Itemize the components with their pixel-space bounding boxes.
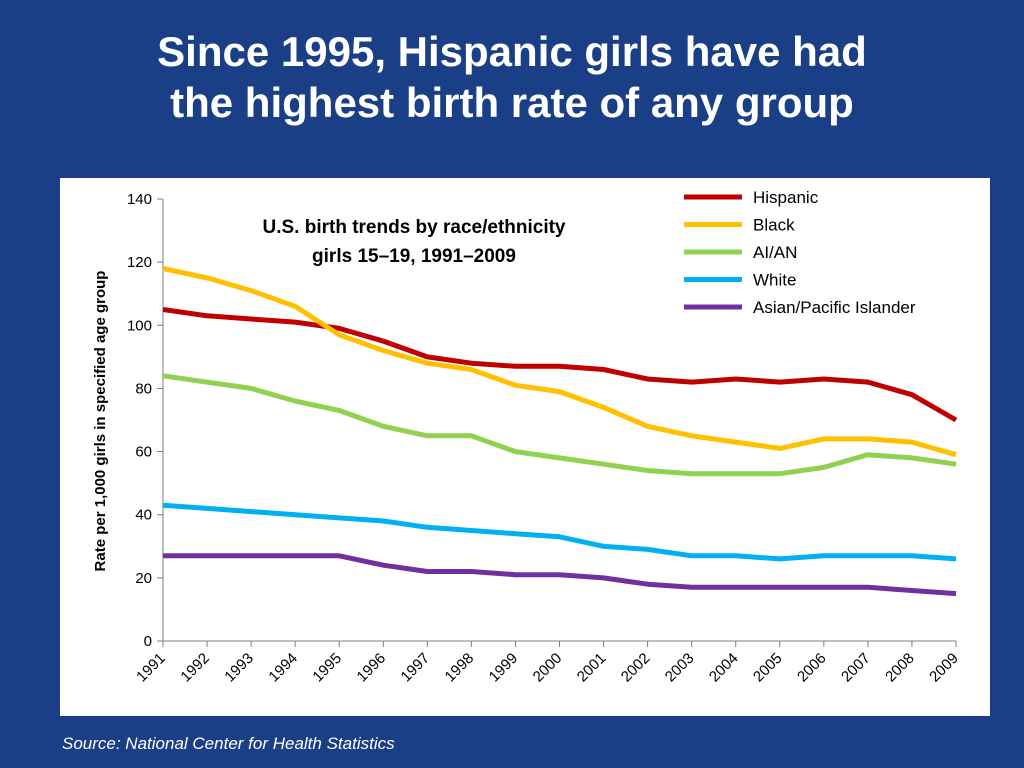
y-tick-label: 0 xyxy=(144,633,152,650)
x-tick-label: 2008 xyxy=(882,650,918,686)
x-tick-label: 1991 xyxy=(133,650,169,686)
x-tick-label: 2009 xyxy=(926,650,962,686)
legend-label-white: White xyxy=(753,271,796,290)
legend-label-asian-pacific-islander: Asian/Pacific Islander xyxy=(753,298,916,317)
chart-title-line-2: girls 15–19, 1991–2009 xyxy=(312,246,516,267)
x-tick-label: 2005 xyxy=(750,650,786,686)
legend-label-black: Black xyxy=(753,216,795,235)
slide-title-line-1: Since 1995, Hispanic girls have had xyxy=(157,28,867,75)
x-tick-label: 1994 xyxy=(265,650,301,686)
x-tick-label: 1996 xyxy=(353,650,389,686)
y-tick-label: 100 xyxy=(127,317,152,334)
x-tick-label: 2004 xyxy=(706,650,742,686)
legend: Hispanic Black AI/AN White Asian/Pacific Isl… xyxy=(684,188,916,317)
legend-label-ai-an: AI/AN xyxy=(753,243,797,262)
chart-title-line-1: U.S. birth trends by race/ethnicity xyxy=(262,217,565,238)
series-line-ai-an xyxy=(162,373,957,477)
y-tick-label: 40 xyxy=(135,507,152,524)
x-tick-label: 1999 xyxy=(486,650,522,686)
x-tick-label: 1992 xyxy=(177,650,213,686)
x-tick-label: 2002 xyxy=(618,650,654,686)
y-tick-label: 140 xyxy=(127,191,152,208)
x-tick-label: 2006 xyxy=(794,650,830,686)
series-line-hispanic xyxy=(162,307,958,423)
chart-panel: 0 20 40 60 80 100 120 140 1991 1992 1993 1994 1995 1… xyxy=(60,178,990,716)
y-tick-label: 80 xyxy=(135,380,152,397)
x-tick-label: 2003 xyxy=(662,650,698,686)
series-line-black xyxy=(162,266,957,458)
x-tick-label: 2001 xyxy=(574,650,610,686)
y-tick-label: 120 xyxy=(127,254,152,271)
x-tick-label: 1998 xyxy=(442,650,478,686)
y-axis-title: Rate per 1,000 girls in specified age gr… xyxy=(92,271,109,572)
x-tick-label: 2007 xyxy=(838,650,874,686)
y-axis-ticks: 0 20 40 60 80 100 120 140 xyxy=(127,191,163,650)
series-line-white xyxy=(162,502,957,562)
y-tick-label: 60 xyxy=(135,444,152,461)
x-tick-label: 1993 xyxy=(221,650,257,686)
series-lines xyxy=(162,266,958,597)
x-tick-label: 2000 xyxy=(530,650,566,686)
slide-title: Since 1995, Hispanic girls have had the … xyxy=(0,26,1024,128)
x-tick-label: 1997 xyxy=(398,650,434,686)
x-axis-ticks: 1991 1992 1993 1994 1995 1996 1997 1998 1999 2000… xyxy=(133,641,962,685)
legend-label-hispanic: Hispanic xyxy=(753,188,819,207)
source-note: Source: National Center for Health Stati… xyxy=(62,734,395,753)
y-tick-label: 20 xyxy=(135,570,152,587)
x-tick-label: 1995 xyxy=(309,650,345,686)
series-line-asian-pacific-islander xyxy=(163,553,957,597)
slide-title-line-2: the highest birth rate of any group xyxy=(170,79,854,126)
